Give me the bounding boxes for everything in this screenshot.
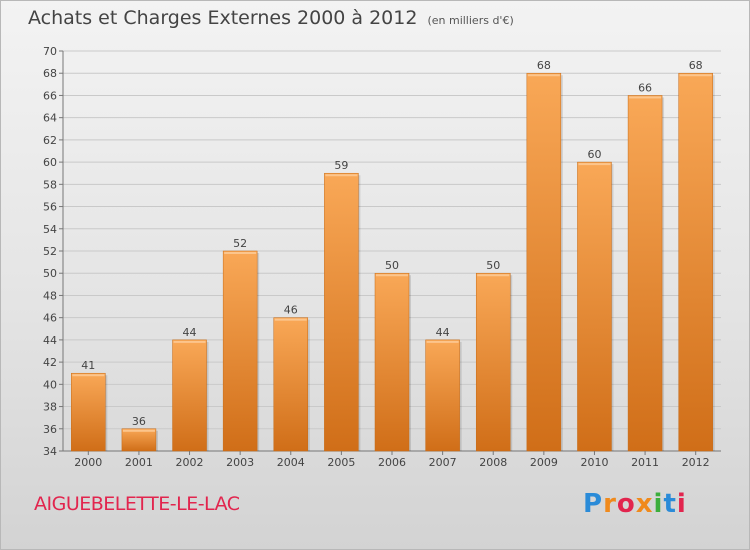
bar-highlight (578, 163, 611, 166)
y-tick-label: 52 (43, 245, 57, 258)
bar (678, 72, 713, 452)
logo-letter: i (653, 489, 664, 519)
y-tick-label: 50 (43, 267, 57, 280)
bar (526, 72, 562, 452)
bar (425, 339, 460, 452)
x-tick-label: 2012 (682, 456, 710, 469)
logo-letter: i (676, 489, 687, 519)
town-name: AIGUEBELETTE-LE-LAC (34, 493, 240, 515)
bar-highlight (122, 429, 155, 432)
logo-letter: t (663, 489, 677, 519)
bar (172, 339, 207, 452)
bar-highlight (629, 96, 662, 99)
bar (627, 95, 663, 452)
y-tick-label: 34 (43, 445, 57, 458)
bar-highlight (274, 318, 307, 321)
y-tick-label: 46 (43, 312, 57, 325)
data-label: 41 (81, 359, 95, 372)
y-tick-label: 58 (43, 178, 57, 191)
logo-letter: P (583, 489, 604, 519)
y-tick-label: 40 (43, 378, 57, 391)
bar-highlight (72, 374, 105, 377)
chart-subtitle: (en milliers d'€) (427, 14, 514, 27)
bar-highlight (527, 74, 560, 77)
chart-title: Achats et Charges Externes 2000 à 2012 (28, 7, 418, 29)
bar (71, 372, 106, 452)
y-tick-label: 56 (43, 201, 57, 214)
y-tick-label: 64 (43, 112, 57, 125)
bar-highlight (224, 252, 257, 254)
proxiti-logo[interactable]: Proxiti (583, 489, 687, 519)
logo-letter: r (603, 489, 617, 519)
data-label: 68 (537, 59, 551, 72)
bar-highlight (426, 340, 459, 343)
bar (324, 172, 359, 452)
y-tick-label: 38 (43, 401, 57, 414)
y-tick-label: 48 (43, 289, 57, 302)
bar (222, 250, 258, 452)
y-tick-label: 70 (43, 45, 57, 58)
bar-highlight (376, 274, 408, 277)
x-tick-label: 2011 (631, 456, 659, 469)
y-tick-label: 36 (43, 423, 57, 436)
data-label: 44 (436, 326, 450, 339)
title-area: Achats et Charges Externes 2000 à 2012 (e… (28, 7, 514, 29)
data-label: 52 (233, 237, 247, 250)
data-label: 60 (587, 148, 601, 161)
x-tick-label: 2005 (327, 456, 355, 469)
y-tick-label: 54 (43, 223, 57, 236)
bar-highlight (477, 274, 510, 277)
y-tick-label: 44 (43, 334, 57, 347)
data-label: 50 (486, 259, 500, 272)
x-tick-label: 2002 (176, 456, 204, 469)
x-tick-label: 2009 (530, 456, 558, 469)
data-label: 46 (284, 304, 298, 317)
bar (273, 317, 309, 452)
x-tick-label: 2007 (429, 456, 457, 469)
x-tick-label: 2003 (226, 456, 254, 469)
bar (374, 272, 410, 452)
bar (475, 272, 511, 452)
logo-letter: o (616, 489, 636, 519)
y-tick-label: 42 (43, 356, 57, 369)
bar-highlight (173, 340, 206, 343)
data-label: 36 (132, 415, 146, 428)
y-tick-label: 68 (43, 67, 57, 80)
bar-highlight (679, 74, 712, 77)
data-label: 59 (334, 159, 348, 172)
x-tick-label: 2008 (479, 456, 507, 469)
x-tick-label: 2001 (125, 456, 153, 469)
x-tick-label: 2000 (74, 456, 102, 469)
x-tick-label: 2006 (378, 456, 406, 469)
y-tick-label: 66 (43, 89, 57, 102)
data-label: 68 (689, 59, 703, 72)
data-label: 44 (183, 326, 197, 339)
bar-highlight (325, 174, 358, 177)
bar (121, 428, 157, 452)
logo-letter: x (635, 489, 654, 519)
y-tick-label: 60 (43, 156, 57, 169)
y-tick-label: 62 (43, 134, 57, 147)
data-label: 66 (638, 81, 652, 94)
x-tick-label: 2010 (580, 456, 608, 469)
data-label: 50 (385, 259, 399, 272)
bar (577, 161, 612, 452)
x-tick-label: 2004 (277, 456, 305, 469)
